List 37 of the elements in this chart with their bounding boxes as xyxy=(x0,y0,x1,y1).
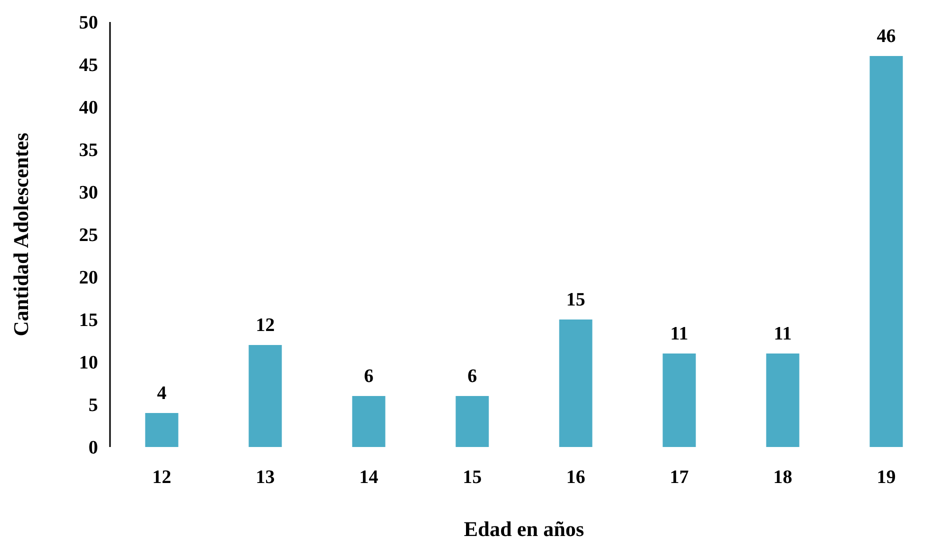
x-axis-title: Edad en años xyxy=(464,517,584,541)
data-label: 46 xyxy=(876,26,896,47)
bar xyxy=(456,396,489,447)
y-tick-label: 45 xyxy=(79,55,98,76)
data-label: 6 xyxy=(364,366,374,387)
bar xyxy=(559,320,592,447)
data-label: 4 xyxy=(157,383,167,404)
x-tick-label: 14 xyxy=(359,467,379,488)
y-tick-label: 35 xyxy=(79,140,98,162)
x-tick-label: 18 xyxy=(773,467,792,488)
y-tick-label: 40 xyxy=(79,98,98,119)
x-tick-label: 15 xyxy=(462,467,482,488)
bar xyxy=(766,354,800,447)
bar xyxy=(248,345,282,447)
y-tick-label: 50 xyxy=(79,12,98,34)
bar xyxy=(662,354,696,447)
bar xyxy=(870,56,903,447)
y-tick-label: 20 xyxy=(79,268,98,289)
y-tick-label: 30 xyxy=(79,182,98,204)
y-tick-label: 10 xyxy=(79,352,98,374)
y-tick-label: 5 xyxy=(88,395,98,416)
x-tick-label: 17 xyxy=(670,467,690,488)
x-tick-label: 19 xyxy=(876,467,896,488)
x-tick-label: 13 xyxy=(256,467,275,488)
data-label: 12 xyxy=(256,315,275,336)
y-tick-label: 25 xyxy=(79,225,98,246)
y-tick-label: 0 xyxy=(88,438,98,459)
data-label: 11 xyxy=(670,324,688,344)
x-tick-label: 16 xyxy=(566,467,586,488)
data-label: 11 xyxy=(774,324,792,344)
y-axis-title: Cantidad Adolescentes xyxy=(9,132,33,336)
bar xyxy=(352,396,386,447)
data-label: 6 xyxy=(468,366,477,387)
bar xyxy=(145,413,178,447)
x-tick-label: 12 xyxy=(152,467,172,488)
y-tick-label: 15 xyxy=(79,310,98,332)
data-label: 15 xyxy=(566,290,586,310)
